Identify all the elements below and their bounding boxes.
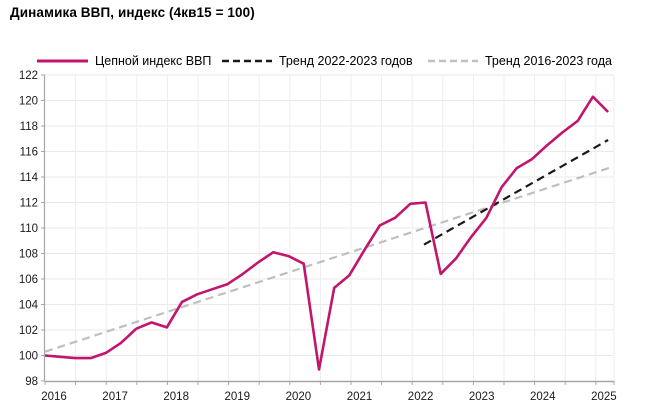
- x-axis-year-label: 2020: [286, 391, 312, 403]
- series-chain-gdp-index-line: [44, 95, 610, 371]
- series-trend-2016-2023-line: [44, 165, 614, 353]
- dashed-line-icon: [222, 59, 272, 62]
- x-axis-year-label: 2016: [41, 391, 67, 403]
- x-axis-year-label: 2024: [530, 391, 556, 403]
- y-axis-tick-label: 112: [20, 198, 38, 210]
- x-axis-year-label: 2022: [408, 391, 434, 403]
- y-axis-tick-label: 104: [19, 300, 39, 312]
- y-axis-tick-label: 108: [19, 249, 38, 261]
- y-axis-tick-label: 116: [20, 147, 38, 159]
- y-axis-tick-label: 98: [25, 376, 38, 388]
- legend-item-chain-gdp-index: Цепной индекс ВВП: [36, 52, 211, 69]
- y-axis-tick-label: 102: [19, 325, 38, 337]
- legend-label-trend-2022-2023: Тренд 2022-2023 годов: [279, 53, 413, 68]
- legend-label-trend-2016-2023: Тренд 2016-2023 года: [485, 53, 612, 68]
- y-axis-tick-label: 110: [20, 223, 38, 235]
- solid-line-icon: [37, 59, 88, 62]
- x-axis-year-label: 2021: [347, 391, 373, 403]
- x-axis-year-label: 2023: [469, 391, 495, 403]
- y-axis-tick-label: 122: [19, 70, 38, 82]
- legend-item-trend-2016-2023: Тренд 2016-2023 года: [427, 52, 612, 69]
- y-axis-tick-label: 114: [20, 172, 39, 184]
- series-trend-2022-2023-line: [423, 139, 609, 246]
- legend-item-trend-2022-2023: Тренд 2022-2023 годов: [221, 52, 413, 69]
- x-axis-year-label: 2018: [163, 391, 189, 403]
- legend-label-chain-gdp-index: Цепной индекс ВВП: [95, 53, 212, 68]
- y-axis-tick-label: 106: [19, 274, 38, 286]
- y-axis-tick-label: 100: [19, 351, 38, 363]
- y-axis-tick-label: 118: [20, 121, 38, 133]
- x-axis-year-label: 2025: [591, 391, 617, 403]
- y-axis-tick-label: 120: [19, 96, 38, 108]
- dashed-line-icon: [428, 59, 478, 62]
- chart-title: Динамика ВВП, индекс (4кв15 = 100): [10, 5, 255, 20]
- x-axis-year-label: 2017: [102, 391, 128, 403]
- x-axis-year-label: 2019: [225, 391, 251, 403]
